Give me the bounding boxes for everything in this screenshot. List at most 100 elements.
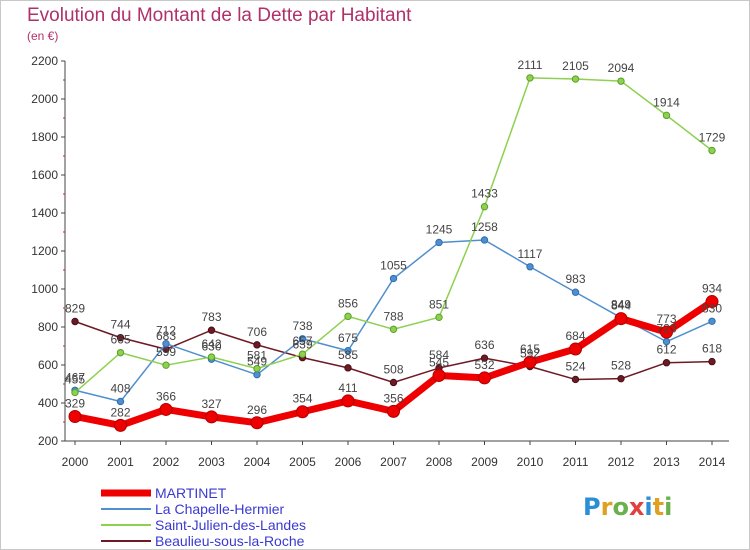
x-tick-label: 2012: [608, 455, 635, 469]
data-label: 354: [292, 392, 312, 406]
data-label: 706: [247, 325, 267, 339]
x-tick-label: 2003: [198, 455, 225, 469]
x-tick-label: 2004: [244, 455, 271, 469]
data-point: [207, 326, 216, 334]
data-label: 683: [156, 329, 176, 343]
data-label: 851: [429, 297, 449, 311]
data-label: 723: [656, 322, 676, 336]
chart-title: Evolution du Montant de la Dette par Hab…: [27, 5, 412, 26]
x-tick-label: 2010: [517, 455, 544, 469]
legend-item-la-chapelle-hermier: La Chapelle-Hermier: [101, 501, 306, 517]
proxiti-logo: Proxiti: [583, 493, 673, 521]
legend-label: MARTINET: [155, 485, 227, 501]
data-label: 408: [110, 381, 130, 395]
data-point: [389, 274, 398, 283]
data-label: 366: [156, 389, 176, 403]
data-point: [253, 341, 261, 349]
data-label: 934: [702, 282, 722, 296]
data-point: [614, 312, 628, 326]
data-label: 744: [110, 318, 130, 332]
data-label: 844: [611, 299, 631, 313]
data-label: 983: [565, 272, 585, 286]
data-point: [389, 325, 398, 333]
data-label: 712: [156, 324, 176, 338]
data-point: [159, 402, 173, 416]
legend-item-beaulieu-sous-la-roche: Beaulieu-sous-la-Roche: [101, 533, 306, 549]
data-label: 856: [338, 296, 358, 310]
x-tick-label: 2002: [153, 455, 180, 469]
data-label: 636: [474, 338, 494, 352]
data-point: [205, 410, 218, 424]
legend-swatch-la-chapelle-hermier: [101, 508, 151, 510]
data-point: [662, 359, 671, 367]
data-label: 455: [65, 373, 85, 387]
data-point: [298, 335, 307, 343]
y-tick-label: 2000: [31, 92, 58, 106]
data-label: 665: [110, 333, 130, 347]
y-tick-label: 2200: [31, 54, 58, 68]
data-point: [116, 348, 125, 357]
data-point: [432, 368, 446, 382]
data-label: 630: [201, 339, 221, 353]
x-tick-label: 2005: [289, 455, 316, 469]
data-label: 592: [520, 347, 540, 361]
x-tick-label: 2000: [62, 455, 89, 469]
data-label: 788: [383, 309, 403, 323]
data-label: 508: [383, 362, 403, 376]
data-label: 2105: [562, 59, 589, 73]
y-tick-label: 1200: [31, 244, 58, 258]
data-point: [296, 405, 309, 419]
data-point: [660, 325, 673, 339]
data-point: [662, 111, 671, 120]
data-label: 657: [292, 334, 312, 348]
data-point: [344, 312, 352, 321]
data-label: 829: [65, 301, 85, 315]
data-label: 1245: [426, 222, 453, 236]
data-label: 329: [65, 396, 85, 410]
data-label: 549: [247, 355, 267, 369]
data-point: [298, 350, 307, 358]
data-point: [435, 313, 443, 322]
data-label: 524: [565, 359, 585, 373]
data-point: [526, 263, 534, 271]
data-point: [207, 353, 216, 361]
data-point: [71, 388, 79, 397]
data-point: [387, 404, 400, 418]
data-label: 528: [611, 359, 631, 373]
data-point: [68, 409, 82, 423]
x-tick-label: 2008: [426, 455, 453, 469]
x-tick-label: 2001: [107, 455, 134, 469]
data-point: [708, 146, 716, 155]
x-tick-label: 2013: [653, 455, 680, 469]
data-label: 1914: [653, 95, 680, 109]
y-tick-label: 1600: [31, 168, 58, 182]
y-tick-label: 800: [38, 320, 58, 334]
chart-subtitle: (en €): [27, 29, 59, 43]
data-point: [480, 354, 489, 362]
x-tick-label: 2009: [471, 455, 498, 469]
data-point: [114, 418, 127, 432]
legend-label: Beaulieu-sous-la-Roche: [155, 533, 305, 549]
data-point: [708, 357, 716, 366]
y-tick-label: 400: [38, 396, 58, 410]
data-label: 612: [656, 343, 676, 357]
data-label: 1433: [471, 187, 498, 201]
y-tick-label: 1400: [31, 206, 58, 220]
data-label: 642: [201, 337, 221, 351]
data-point: [705, 295, 719, 309]
data-label: 296: [247, 403, 267, 417]
data-point: [116, 397, 125, 406]
data-point: [526, 74, 534, 82]
data-point: [571, 288, 580, 296]
x-tick-label: 2006: [335, 455, 362, 469]
data-label: 1117: [518, 247, 543, 261]
data-point: [253, 364, 261, 373]
data-label: 773: [656, 312, 676, 326]
y-tick-label: 1800: [31, 130, 58, 144]
data-point: [480, 203, 489, 211]
data-label: 1055: [380, 259, 407, 273]
data-point: [571, 75, 580, 83]
data-point: [341, 394, 355, 408]
